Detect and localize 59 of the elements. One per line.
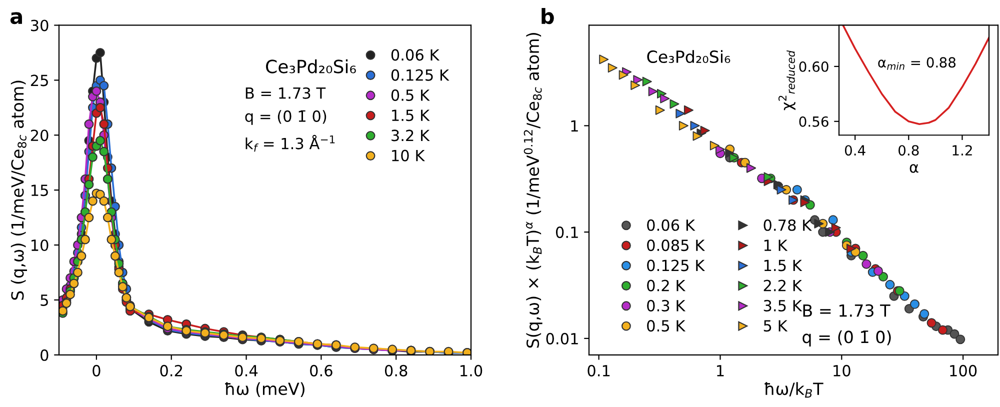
x-tick-label: 0.4	[844, 145, 866, 156]
annotation: B = 1.73 T	[246, 87, 326, 99]
y-tick-label: 0	[40, 349, 48, 361]
legend-label: 2.2 K	[764, 280, 802, 292]
annotation: k$_{f}$ = 1.3 Å$^{−1}$	[246, 134, 335, 152]
legend-label: 3.2 K	[392, 130, 430, 142]
legend-label: 0.125 K	[647, 260, 705, 272]
x-tick-label: 0.1	[588, 364, 610, 376]
x-tick-label: 0	[92, 364, 100, 376]
x-axis-title: ħω (meV)	[225, 382, 304, 398]
annotation: q = (0 1̄ 0)	[245, 110, 326, 125]
legend-label: 1 K	[764, 240, 788, 251]
legend-label: 5 K	[764, 320, 788, 332]
annotation: Ce₃Pd₂₀Si₆	[647, 50, 730, 64]
x-tick-label: 0.6	[310, 364, 332, 376]
chart-title: a	[10, 12, 22, 24]
x-tick-label: 0.2	[160, 364, 182, 376]
x-tick-label: 100	[950, 364, 977, 376]
y-tick-label: 10	[32, 239, 48, 252]
legend-label: 0.78 K	[764, 219, 812, 231]
x-tick-label: 1.0	[460, 364, 482, 376]
legend-label: 0.06 K	[647, 219, 696, 231]
x-tick-label: 1.2	[952, 145, 972, 156]
legend-label: 0.5 K	[647, 320, 686, 332]
x-tick-label: 0.8	[898, 145, 919, 156]
y-tick-label: 25	[30, 74, 48, 86]
legend-label: 0.06 K	[391, 49, 440, 61]
y-tick-label: 20	[30, 130, 48, 142]
y-tick-label: 30	[31, 20, 48, 32]
legend-label: 0.3 K	[647, 300, 686, 312]
legend-label: 0.085 K	[647, 240, 705, 252]
x-tick-label: 1	[717, 365, 724, 376]
x-axis-title: α	[910, 164, 918, 173]
y-tick-label: 1	[571, 120, 578, 132]
y-tick-label: 0.60	[799, 61, 828, 72]
y-tick-label: 0.1	[556, 226, 578, 238]
annotation: q = (0 1̄ 0)	[802, 330, 891, 346]
x-axis-title: ħω/k$_{B}$T	[764, 382, 824, 398]
legend-label: 1.5 K	[764, 260, 802, 272]
legend-label: 10 K	[392, 150, 426, 162]
legend-label: 3.5 K	[764, 300, 802, 312]
annotation: B = 1.73 T	[803, 304, 890, 317]
y-tick-label: 0.56	[799, 116, 828, 127]
annotation: α$_{min}$ = 0.88	[878, 57, 956, 70]
chart-title: b	[542, 8, 554, 24]
legend-label: 0.125 K	[391, 69, 450, 81]
legend-label: 0.5 K	[391, 89, 430, 101]
x-tick-label: 0.8	[384, 364, 408, 376]
x-tick-label: 0.4	[235, 364, 258, 376]
legend-label: 1.5 K	[392, 110, 430, 122]
y-tick-label: 5	[40, 294, 48, 306]
x-tick-label: 10	[834, 364, 850, 376]
legend-label: 0.2 K	[647, 280, 686, 292]
y-tick-label: 15	[32, 184, 48, 196]
y-tick-label: 0.01	[546, 332, 578, 344]
y-axis-title: χ$^{2}$$_{reduced}$	[778, 50, 796, 110]
annotation: Ce₃Pd₂₀Si₆	[266, 59, 356, 74]
text: S(q,ω) × (k$_{B}$T)$^{α}$ (1/meV$^{0.12}$/Ce$_{8c}$ atom)	[524, 32, 542, 348]
y-axis-title: S (q,ω) (1/meV/Ce$_{8c}$ atom)	[10, 80, 28, 300]
